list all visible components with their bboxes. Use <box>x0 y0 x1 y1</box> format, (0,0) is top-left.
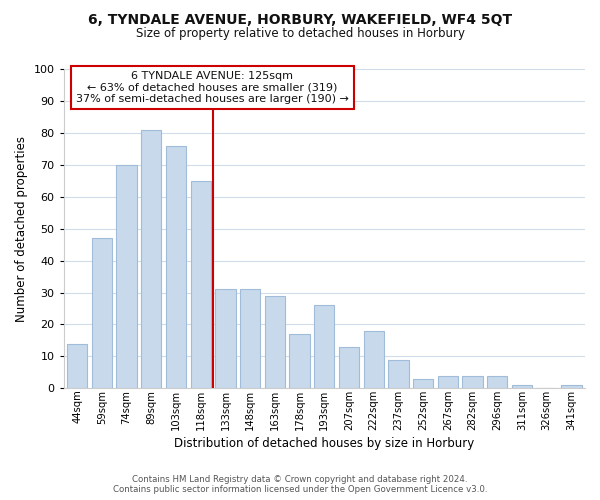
Bar <box>413 378 433 388</box>
Bar <box>561 385 581 388</box>
Text: Contains HM Land Registry data © Crown copyright and database right 2024.: Contains HM Land Registry data © Crown c… <box>132 475 468 484</box>
Bar <box>141 130 161 388</box>
Bar <box>289 334 310 388</box>
Text: 6, TYNDALE AVENUE, HORBURY, WAKEFIELD, WF4 5QT: 6, TYNDALE AVENUE, HORBURY, WAKEFIELD, W… <box>88 12 512 26</box>
Bar <box>265 296 285 388</box>
Bar <box>314 306 334 388</box>
Bar <box>92 238 112 388</box>
Bar <box>116 165 137 388</box>
Bar <box>67 344 88 388</box>
Bar <box>388 360 409 388</box>
Bar <box>339 347 359 389</box>
Text: Size of property relative to detached houses in Horbury: Size of property relative to detached ho… <box>136 28 464 40</box>
Bar <box>240 290 260 388</box>
X-axis label: Distribution of detached houses by size in Horbury: Distribution of detached houses by size … <box>174 437 475 450</box>
Text: 6 TYNDALE AVENUE: 125sqm
← 63% of detached houses are smaller (319)
37% of semi-: 6 TYNDALE AVENUE: 125sqm ← 63% of detach… <box>76 70 349 104</box>
Bar <box>191 181 211 388</box>
Bar <box>438 376 458 388</box>
Bar <box>215 290 236 388</box>
Bar <box>166 146 186 388</box>
Y-axis label: Number of detached properties: Number of detached properties <box>15 136 28 322</box>
Bar <box>487 376 508 388</box>
Text: Contains public sector information licensed under the Open Government Licence v3: Contains public sector information licen… <box>113 485 487 494</box>
Bar <box>364 331 384 388</box>
Bar <box>463 376 482 388</box>
Bar <box>512 385 532 388</box>
